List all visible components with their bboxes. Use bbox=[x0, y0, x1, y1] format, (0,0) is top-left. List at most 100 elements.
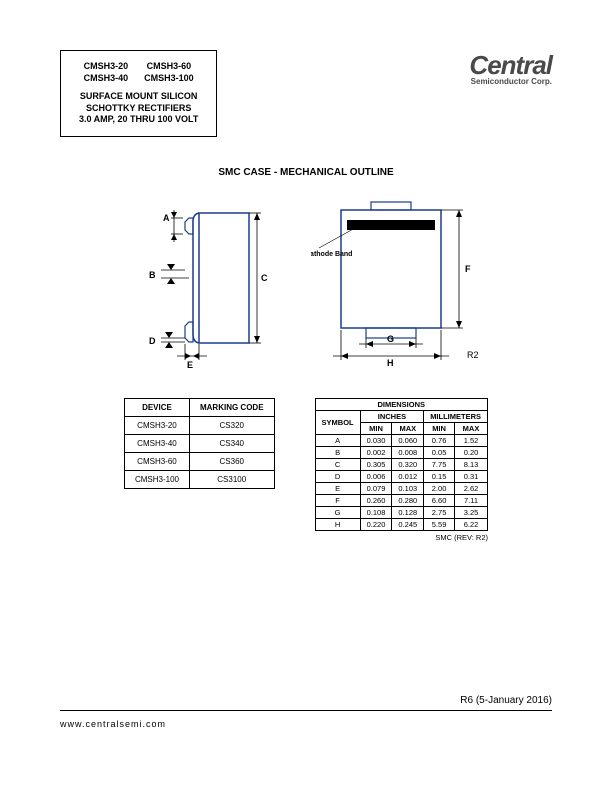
dim-label-a: A bbox=[163, 213, 170, 223]
table-header: MILLIMETERS bbox=[424, 411, 488, 423]
table-row: B0.0020.0080.050.20 bbox=[315, 447, 488, 459]
footer-url: www.centralsemi.com bbox=[60, 719, 166, 729]
table-header: DEVICE bbox=[124, 399, 189, 417]
table-header: SYMBOL bbox=[315, 411, 360, 435]
table-cell: G bbox=[315, 507, 360, 519]
dim-label-e: E bbox=[187, 360, 193, 368]
dim-label-c: C bbox=[261, 273, 268, 283]
revision-label: R6 (5-January 2016) bbox=[60, 695, 552, 706]
table-cell: 0.280 bbox=[392, 495, 424, 507]
table-row: E0.0790.1032.002.62 bbox=[315, 483, 488, 495]
table-cell: E bbox=[315, 483, 360, 495]
table-cell: 0.079 bbox=[360, 483, 392, 495]
cathode-band-label: Cathode Band bbox=[311, 251, 352, 258]
table-cell: 0.05 bbox=[424, 447, 455, 459]
table-cell: 0.030 bbox=[360, 435, 392, 447]
table-cell: D bbox=[315, 471, 360, 483]
side-view-drawing: A B C D E bbox=[121, 198, 271, 368]
table-cell: 6.22 bbox=[454, 519, 487, 531]
table-cell: CS340 bbox=[189, 435, 274, 453]
table-cell: 7.11 bbox=[454, 495, 487, 507]
section-title: SMC CASE - MECHANICAL OUTLINE bbox=[0, 167, 612, 178]
dimensions-caption: SMC (REV: R2) bbox=[315, 533, 489, 542]
table-cell: 2.62 bbox=[454, 483, 487, 495]
logo-subtitle: Semiconductor Corp. bbox=[469, 77, 552, 86]
table-cell: CMSH3-100 bbox=[124, 471, 189, 489]
table-cell: 0.20 bbox=[454, 447, 487, 459]
table-header: MIN bbox=[360, 423, 392, 435]
table-cell: 0.31 bbox=[454, 471, 487, 483]
table-cell: 0.305 bbox=[360, 459, 392, 471]
dim-label-b: B bbox=[149, 270, 156, 280]
table-header: MIN bbox=[424, 423, 455, 435]
dim-label-r2: R2 bbox=[467, 350, 479, 360]
table-cell: 6.60 bbox=[424, 495, 455, 507]
dim-label-g: G bbox=[387, 334, 394, 344]
table-cell: 0.220 bbox=[360, 519, 392, 531]
table-row: G0.1080.1282.753.25 bbox=[315, 507, 488, 519]
table-cell: 0.76 bbox=[424, 435, 455, 447]
table-cell: 3.25 bbox=[454, 507, 487, 519]
part-number-box: CMSH3-20 CMSH3-40 CMSH3-60 CMSH3-100 SUR… bbox=[60, 50, 217, 137]
table-header: MARKING CODE bbox=[189, 399, 274, 417]
table-header: INCHES bbox=[360, 411, 424, 423]
dim-label-f: F bbox=[465, 264, 471, 274]
table-row: CMSH3-20CS320 bbox=[124, 417, 274, 435]
table-cell: 7.75 bbox=[424, 459, 455, 471]
part-number: CMSH3-100 bbox=[144, 73, 194, 83]
table-cell: CMSH3-60 bbox=[124, 453, 189, 471]
table-cell: 0.320 bbox=[392, 459, 424, 471]
table-cell: 0.15 bbox=[424, 471, 455, 483]
table-cell: CS3100 bbox=[189, 471, 274, 489]
part-number: CMSH3-20 bbox=[84, 61, 129, 71]
page-footer: R6 (5-January 2016) www.centralsemi.com bbox=[60, 695, 552, 732]
table-cell: 0.128 bbox=[392, 507, 424, 519]
dimensions-table: DIMENSIONS SYMBOL INCHES MILLIMETERS MIN… bbox=[315, 398, 489, 531]
table-row: A0.0300.0600.761.52 bbox=[315, 435, 488, 447]
table-row: F0.2600.2806.607.11 bbox=[315, 495, 488, 507]
table-row: CMSH3-60CS360 bbox=[124, 453, 274, 471]
table-cell: CS360 bbox=[189, 453, 274, 471]
table-cell: 2.75 bbox=[424, 507, 455, 519]
table-cell: 8.13 bbox=[454, 459, 487, 471]
table-cell: 0.012 bbox=[392, 471, 424, 483]
table-cell: 2.00 bbox=[424, 483, 455, 495]
brand-logo: Central Semiconductor Corp. bbox=[469, 50, 552, 86]
table-cell: CS320 bbox=[189, 417, 274, 435]
dim-label-d: D bbox=[149, 336, 156, 346]
table-row: CMSH3-100CS3100 bbox=[124, 471, 274, 489]
table-row: D0.0060.0120.150.31 bbox=[315, 471, 488, 483]
product-desc-line: SCHOTTKY RECTIFIERS bbox=[79, 103, 198, 115]
table-row: C0.3050.3207.758.13 bbox=[315, 459, 488, 471]
table-cell: 0.060 bbox=[392, 435, 424, 447]
table-cell: CMSH3-20 bbox=[124, 417, 189, 435]
table-cell: 0.002 bbox=[360, 447, 392, 459]
dim-label-h: H bbox=[387, 358, 394, 368]
part-number: CMSH3-40 bbox=[84, 73, 129, 83]
table-cell: 0.245 bbox=[392, 519, 424, 531]
table-cell: H bbox=[315, 519, 360, 531]
table-cell: C bbox=[315, 459, 360, 471]
product-desc-line: SURFACE MOUNT SILICON bbox=[79, 91, 198, 103]
table-cell: F bbox=[315, 495, 360, 507]
table-cell: 0.006 bbox=[360, 471, 392, 483]
top-view-drawing: F G H R2 Cathode Band bbox=[311, 198, 491, 368]
table-row: CMSH3-40CS340 bbox=[124, 435, 274, 453]
cathode-band bbox=[347, 220, 435, 230]
mechanical-outline-drawing: A B C D E bbox=[0, 198, 612, 368]
table-cell: 0.260 bbox=[360, 495, 392, 507]
table-cell: A bbox=[315, 435, 360, 447]
table-row: H0.2200.2455.596.22 bbox=[315, 519, 488, 531]
table-cell: 0.008 bbox=[392, 447, 424, 459]
part-number: CMSH3-60 bbox=[144, 61, 194, 71]
table-cell: 1.52 bbox=[454, 435, 487, 447]
table-title: DIMENSIONS bbox=[315, 399, 488, 411]
table-header: MAX bbox=[392, 423, 424, 435]
table-cell: CMSH3-40 bbox=[124, 435, 189, 453]
marking-code-table: DEVICE MARKING CODE CMSH3-20CS320CMSH3-4… bbox=[124, 398, 275, 489]
table-cell: 0.108 bbox=[360, 507, 392, 519]
table-cell: B bbox=[315, 447, 360, 459]
table-cell: 0.103 bbox=[392, 483, 424, 495]
product-desc-line: 3.0 AMP, 20 THRU 100 VOLT bbox=[79, 114, 198, 126]
table-header: MAX bbox=[454, 423, 487, 435]
